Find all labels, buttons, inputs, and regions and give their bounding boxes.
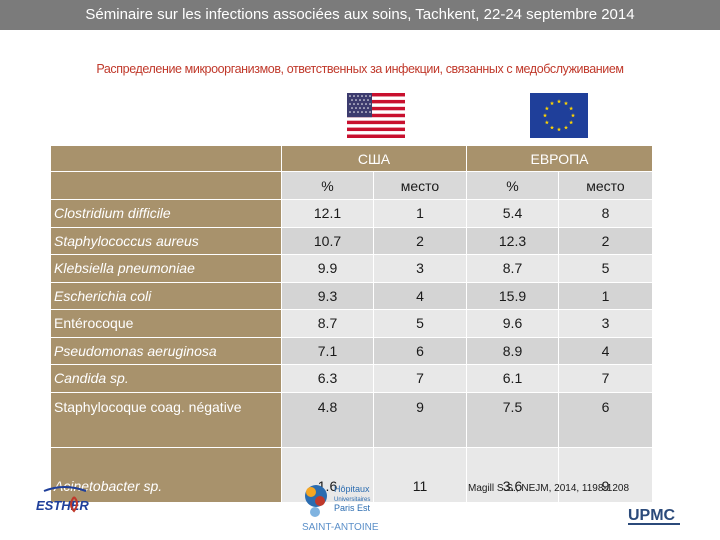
us-rank-cell: 3 bbox=[373, 254, 467, 283]
group-header-usa: США bbox=[281, 145, 467, 172]
eu-rank-cell: 3 bbox=[558, 309, 653, 338]
eu-pct-cell: 12.3 bbox=[466, 226, 559, 255]
us-rank-cell: 6 bbox=[373, 336, 467, 365]
us-pct-cell: 10.7 bbox=[281, 226, 374, 255]
eu-star-icon bbox=[542, 113, 548, 118]
eu-rank-cell: 4 bbox=[558, 336, 653, 365]
esther-logo: ESTHER bbox=[36, 486, 89, 513]
table-row: Entérocoque 8.7 5 9.6 3 bbox=[50, 309, 653, 338]
table-corner-cell bbox=[50, 145, 282, 172]
sub-header-eu-rank: место bbox=[558, 171, 653, 200]
table-row: Escherichia coli 9.3 4 15.9 1 bbox=[50, 281, 653, 310]
us-rank-cell: 7 bbox=[373, 364, 467, 393]
organism-name: Entérocoque bbox=[50, 309, 282, 338]
eu-rank-cell: 9 bbox=[558, 446, 653, 503]
us-flag-icon bbox=[347, 93, 405, 138]
us-rank-cell: 1 bbox=[373, 199, 467, 228]
upmc-logo: UPMC bbox=[628, 507, 680, 525]
us-pct-cell: 4.8 bbox=[281, 391, 374, 448]
table-row: Klebsiella pneumoniae 9.9 3 8.7 5 bbox=[50, 254, 653, 283]
eu-rank-cell: 1 bbox=[558, 281, 653, 310]
us-pct-cell: 12.1 bbox=[281, 199, 374, 228]
eu-star-icon bbox=[563, 101, 569, 106]
table-corner-cell bbox=[50, 171, 282, 200]
eu-star-icon bbox=[563, 125, 569, 130]
table-row: Staphylocoque coag. négative 4.8 9 7.5 6 bbox=[50, 391, 653, 448]
esther-logo-text: ESTHER bbox=[36, 498, 89, 513]
us-pct-cell: 7.1 bbox=[281, 336, 374, 365]
organism-name: Staphylocoque coag. négative bbox=[50, 391, 282, 448]
eu-rank-cell: 6 bbox=[558, 391, 653, 448]
eu-rank-cell: 5 bbox=[558, 254, 653, 283]
organism-name: Staphylococcus aureus bbox=[50, 226, 282, 255]
us-rank-cell: 11 bbox=[373, 446, 467, 503]
organism-name: Candida sp. bbox=[50, 364, 282, 393]
sub-header-eu-pct: % bbox=[466, 171, 559, 200]
us-pct-cell: 9.3 bbox=[281, 281, 374, 310]
us-pct-cell: 8.7 bbox=[281, 309, 374, 338]
us-pct-cell: 9.9 bbox=[281, 254, 374, 283]
us-pct-cell: 6.3 bbox=[281, 364, 374, 393]
us-rank-cell: 4 bbox=[373, 281, 467, 310]
sub-header-us-pct: % bbox=[281, 171, 374, 200]
hopitaux-line1: Hôpitaux bbox=[334, 484, 370, 494]
eu-pct-cell: 7.5 bbox=[466, 391, 559, 448]
eu-star-icon bbox=[556, 127, 562, 132]
eu-pct-cell: 15.9 bbox=[466, 281, 559, 310]
table-row: Pseudomonas aeruginosa 7.1 6 8.9 4 bbox=[50, 336, 653, 365]
eu-rank-cell: 7 bbox=[558, 364, 653, 393]
eu-flag-icon bbox=[530, 93, 588, 138]
eu-star-icon bbox=[544, 120, 549, 125]
eu-star-icon bbox=[570, 113, 576, 118]
eu-star-icon bbox=[544, 106, 549, 111]
upmc-logo-text: UPMC bbox=[628, 507, 676, 524]
eu-star-icon bbox=[549, 101, 555, 106]
us-rank-cell: 2 bbox=[373, 226, 467, 255]
eu-star-icon bbox=[549, 125, 555, 130]
sub-header-us-rank: место bbox=[373, 171, 467, 200]
hopitaux-line3: Paris Est bbox=[334, 503, 371, 513]
header-bar bbox=[0, 0, 720, 30]
microorganism-table: США ЕВРОПА % место % место Clostridium d… bbox=[50, 145, 653, 503]
eu-star-icon bbox=[569, 106, 574, 111]
eu-pct-cell: 8.7 bbox=[466, 254, 559, 283]
hopitaux-line2: Universitaires bbox=[334, 497, 370, 503]
hopitaux-logo: Hôpitaux Universitaires Paris Est SAINT-… bbox=[302, 484, 379, 533]
table-row: Staphylococcus aureus 10.7 2 12.3 2 bbox=[50, 226, 653, 255]
us-pct-cell: 1.6 bbox=[281, 446, 374, 503]
us-rank-cell: 5 bbox=[373, 309, 467, 338]
saint-antoine-text: SAINT-ANTOINE bbox=[302, 522, 379, 533]
organism-name: Clostridium difficile bbox=[50, 199, 282, 228]
eu-star-icon bbox=[569, 120, 574, 125]
group-header-europe: ЕВРОПА bbox=[466, 145, 653, 172]
eu-rank-cell: 2 bbox=[558, 226, 653, 255]
table-row: Candida sp. 6.3 7 6.1 7 bbox=[50, 364, 653, 393]
eu-pct-cell: 6.1 bbox=[466, 364, 559, 393]
eu-star-icon bbox=[556, 99, 562, 104]
eu-pct-cell: 8.9 bbox=[466, 336, 559, 365]
slide-subtitle: Распределение микроорганизмов, ответстве… bbox=[96, 62, 624, 76]
eu-pct-cell: 9.6 bbox=[466, 309, 559, 338]
organism-name: Escherichia coli bbox=[50, 281, 282, 310]
eu-rank-cell: 8 bbox=[558, 199, 653, 228]
slide-title: Séminaire sur les infections associées a… bbox=[85, 6, 635, 23]
table-row: Clostridium difficile 12.1 1 5.4 8 bbox=[50, 199, 653, 228]
organism-name: Pseudomonas aeruginosa bbox=[50, 336, 282, 365]
citation: Magill S.S., NEJM, 2014, 1198-1208 bbox=[468, 483, 630, 494]
us-rank-cell: 9 bbox=[373, 391, 467, 448]
eu-pct-cell: 5.4 bbox=[466, 199, 559, 228]
organism-name: Klebsiella pneumoniae bbox=[50, 254, 282, 283]
